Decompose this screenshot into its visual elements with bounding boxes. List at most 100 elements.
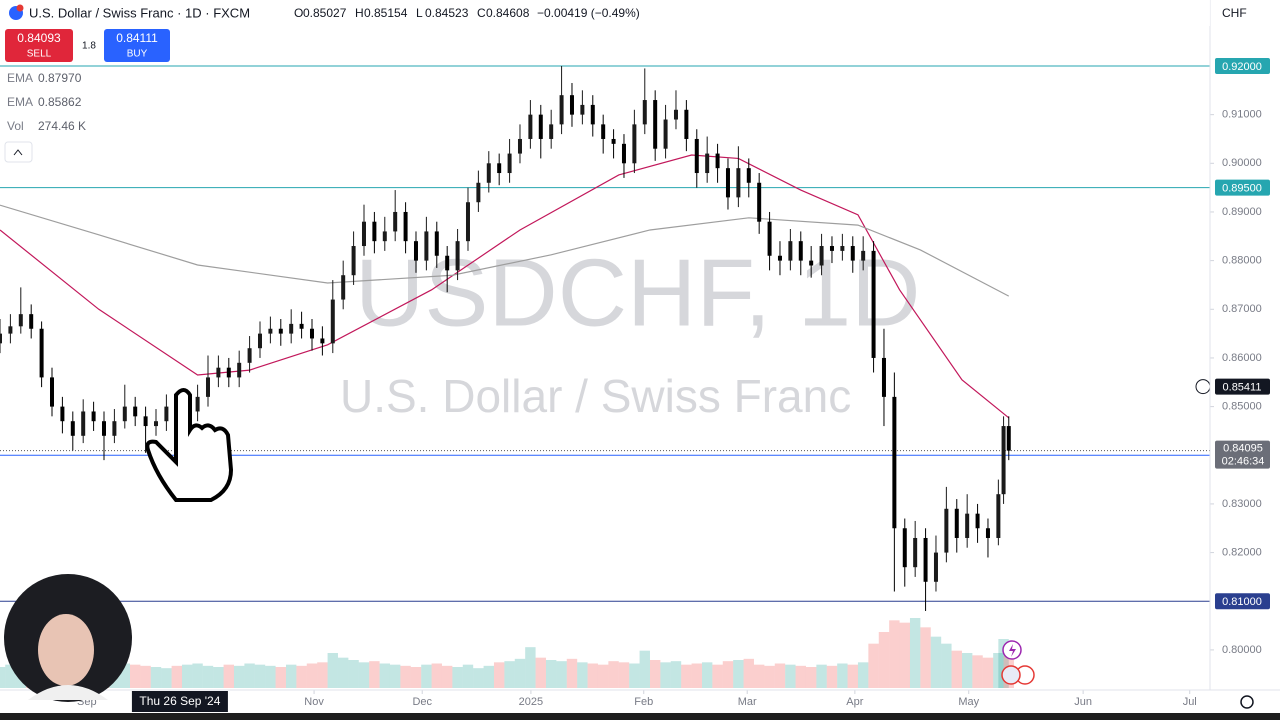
y-tick-label: 0.85000 xyxy=(1222,401,1262,413)
candle-body xyxy=(413,241,418,261)
candle-body xyxy=(684,109,689,139)
candle-body xyxy=(268,328,273,334)
crosshair-plus xyxy=(1195,379,1211,395)
ema-line xyxy=(0,154,1010,419)
buy-price[interactable]: 0.84111 xyxy=(116,31,158,45)
x-tick-label: Jun xyxy=(1074,696,1092,708)
volume-bar xyxy=(993,653,1004,688)
volume-bar xyxy=(504,661,515,688)
ohlc-key: L xyxy=(416,6,423,20)
volume-bar xyxy=(348,660,359,688)
candle-body xyxy=(517,138,522,154)
candle-body xyxy=(528,114,533,139)
candle-body xyxy=(393,211,398,232)
candle-body xyxy=(361,221,366,247)
volume-bar xyxy=(556,661,567,688)
candle-body xyxy=(351,246,356,276)
volume-bar xyxy=(899,622,910,688)
candle-body xyxy=(621,143,626,164)
legend-name: EMA xyxy=(7,71,33,85)
flag-icon[interactable] xyxy=(1001,665,1021,685)
candle-body xyxy=(861,250,866,261)
candle-body xyxy=(497,163,502,174)
candle-body xyxy=(715,153,720,169)
candle-body xyxy=(923,537,928,582)
candle-body xyxy=(767,221,772,256)
volume-bar xyxy=(535,657,546,688)
ohlc-key: H xyxy=(355,6,364,20)
ohlc-value: 0.85027 xyxy=(303,6,347,20)
volume-bar xyxy=(681,664,692,688)
candle-body xyxy=(663,119,668,149)
volume-bar xyxy=(920,627,931,688)
volume-bar xyxy=(483,665,494,688)
candle-body xyxy=(309,328,314,339)
candle-body xyxy=(247,348,252,363)
candle-body xyxy=(205,377,210,397)
candle-body xyxy=(642,100,647,125)
volume-bar xyxy=(452,667,463,688)
legend: EMA 0.87970 EMA 0.85862 Vol 274.46 K xyxy=(7,71,86,133)
volume-bar xyxy=(857,662,869,688)
candle-body xyxy=(18,314,23,327)
buy-button[interactable] xyxy=(104,29,170,62)
volume-bar xyxy=(254,664,266,688)
volume-bar xyxy=(785,664,796,688)
volume-bar xyxy=(244,663,255,688)
volume-bar xyxy=(629,663,640,688)
currency[interactable]: CHF xyxy=(1222,6,1247,20)
sell-label[interactable]: SELL xyxy=(27,49,52,60)
candle-body xyxy=(538,114,543,139)
candle-body xyxy=(195,396,200,412)
candle-body xyxy=(424,231,429,261)
volume-bar xyxy=(743,658,754,688)
candle-body xyxy=(70,421,75,436)
volume-bar xyxy=(514,658,526,688)
volume-bar xyxy=(202,665,214,688)
volume-bar xyxy=(379,663,390,688)
collapse-button[interactable] xyxy=(4,141,33,163)
ohlc: O 0.85027 H 0.85154 L 0.84523 C 0.84608 xyxy=(294,6,530,20)
candle-body xyxy=(49,377,54,407)
volume-bar xyxy=(618,662,630,688)
level-tag xyxy=(1215,593,1270,610)
candle-body xyxy=(39,328,44,378)
legend-name: Vol xyxy=(7,119,24,133)
plot: 0.91000 0.90000 0.89000 0.88000 0.87000 0.860… xyxy=(0,57,1270,712)
candle-body xyxy=(601,124,606,139)
hand-cursor xyxy=(145,388,234,502)
x-tick-label: Feb xyxy=(634,696,653,708)
volume-bar xyxy=(473,668,484,688)
volume-bar xyxy=(410,667,422,688)
candle-body xyxy=(434,231,439,256)
volume-bar xyxy=(275,667,286,688)
volume-bar xyxy=(119,663,130,688)
change: −0.00419 (−0.49%) xyxy=(537,6,640,20)
settings-icon[interactable] xyxy=(1240,695,1254,709)
volume-bar xyxy=(337,657,349,688)
currency-box[interactable] xyxy=(1214,2,1276,24)
candle-body xyxy=(320,338,325,344)
candle-body xyxy=(486,163,491,183)
candle-body xyxy=(746,168,751,183)
candle-body xyxy=(673,109,678,120)
volume-bar xyxy=(691,663,702,688)
ohlc-value: 0.84523 xyxy=(425,6,469,20)
candle-body xyxy=(278,328,283,334)
sell-button[interactable] xyxy=(5,29,73,62)
volume-bar xyxy=(369,661,380,688)
current-price-label: 0.84095 xyxy=(1223,443,1263,455)
symbol-title: U.S. Dollar / Swiss Franc · 1D · FXCM xyxy=(29,5,250,20)
ohlc-value: 0.85154 xyxy=(364,6,408,20)
sell-price[interactable]: 0.84093 xyxy=(17,31,61,45)
candle-body xyxy=(569,95,574,115)
webcam-face xyxy=(38,614,94,686)
candle-body xyxy=(341,275,346,300)
volume-bar xyxy=(0,667,6,688)
candle-body xyxy=(985,528,990,538)
y-tick-label: 0.88000 xyxy=(1222,255,1262,267)
buy-label[interactable]: BUY xyxy=(127,49,148,60)
candle-body xyxy=(8,326,13,334)
volume-bar xyxy=(5,664,16,688)
candle-body xyxy=(850,246,855,261)
